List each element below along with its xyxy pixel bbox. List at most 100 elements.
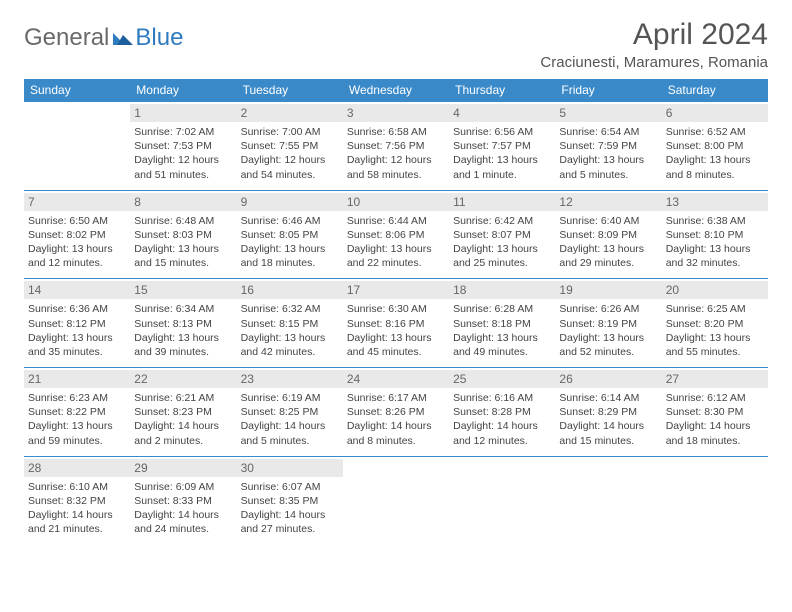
sunrise-text: Sunrise: 6:38 AM (666, 214, 764, 228)
calendar-body: 1Sunrise: 7:02 AMSunset: 7:53 PMDaylight… (24, 102, 768, 545)
daylight-text: Daylight: 13 hours (134, 242, 232, 256)
sunset-text: Sunset: 8:19 PM (559, 317, 657, 331)
daylight-text: and 42 minutes. (241, 345, 339, 359)
daylight-text: Daylight: 13 hours (241, 331, 339, 345)
sunset-text: Sunset: 7:53 PM (134, 139, 232, 153)
daylight-text: and 12 minutes. (453, 434, 551, 448)
day-info: Sunrise: 6:50 AMSunset: 8:02 PMDaylight:… (28, 214, 126, 271)
brand-part1: General (24, 24, 109, 52)
daylight-text: Daylight: 14 hours (134, 508, 232, 522)
daylight-text: Daylight: 13 hours (347, 242, 445, 256)
sunset-text: Sunset: 8:16 PM (347, 317, 445, 331)
day-number: 14 (24, 281, 130, 299)
daylight-text: and 32 minutes. (666, 256, 764, 270)
daylight-text: and 21 minutes. (28, 522, 126, 536)
day-number: 16 (237, 281, 343, 299)
calendar-day-cell: 21Sunrise: 6:23 AMSunset: 8:22 PMDayligh… (24, 368, 130, 457)
day-info: Sunrise: 6:40 AMSunset: 8:09 PMDaylight:… (559, 214, 657, 271)
day-info: Sunrise: 6:46 AMSunset: 8:05 PMDaylight:… (241, 214, 339, 271)
daylight-text: and 22 minutes. (347, 256, 445, 270)
day-number: 21 (24, 370, 130, 388)
day-number: 23 (237, 370, 343, 388)
daylight-text: and 54 minutes. (241, 168, 339, 182)
day-number: 26 (555, 370, 661, 388)
day-info: Sunrise: 6:07 AMSunset: 8:35 PMDaylight:… (241, 480, 339, 537)
daylight-text: Daylight: 13 hours (28, 242, 126, 256)
day-number: 19 (555, 281, 661, 299)
daylight-text: Daylight: 13 hours (134, 331, 232, 345)
calendar-day-cell: 18Sunrise: 6:28 AMSunset: 8:18 PMDayligh… (449, 279, 555, 368)
calendar-day-cell: 27Sunrise: 6:12 AMSunset: 8:30 PMDayligh… (662, 368, 768, 457)
calendar-day-cell (343, 456, 449, 544)
day-number: 8 (130, 193, 236, 211)
sunrise-text: Sunrise: 6:46 AM (241, 214, 339, 228)
sunrise-text: Sunrise: 6:25 AM (666, 302, 764, 316)
sunset-text: Sunset: 8:35 PM (241, 494, 339, 508)
sunset-text: Sunset: 8:05 PM (241, 228, 339, 242)
sunset-text: Sunset: 8:06 PM (347, 228, 445, 242)
sunrise-text: Sunrise: 6:12 AM (666, 391, 764, 405)
sunrise-text: Sunrise: 6:32 AM (241, 302, 339, 316)
daylight-text: Daylight: 13 hours (453, 153, 551, 167)
daylight-text: Daylight: 13 hours (559, 331, 657, 345)
daylight-text: and 55 minutes. (666, 345, 764, 359)
day-number: 11 (449, 193, 555, 211)
calendar-day-cell: 10Sunrise: 6:44 AMSunset: 8:06 PMDayligh… (343, 190, 449, 279)
sunrise-text: Sunrise: 6:09 AM (134, 480, 232, 494)
daylight-text: and 25 minutes. (453, 256, 551, 270)
sunrise-text: Sunrise: 6:23 AM (28, 391, 126, 405)
calendar-day-cell: 28Sunrise: 6:10 AMSunset: 8:32 PMDayligh… (24, 456, 130, 544)
sunrise-text: Sunrise: 6:10 AM (28, 480, 126, 494)
calendar-day-cell: 11Sunrise: 6:42 AMSunset: 8:07 PMDayligh… (449, 190, 555, 279)
sunrise-text: Sunrise: 6:54 AM (559, 125, 657, 139)
calendar-day-cell: 7Sunrise: 6:50 AMSunset: 8:02 PMDaylight… (24, 190, 130, 279)
sunrise-text: Sunrise: 6:14 AM (559, 391, 657, 405)
daylight-text: and 5 minutes. (559, 168, 657, 182)
daylight-text: Daylight: 13 hours (453, 242, 551, 256)
sunset-text: Sunset: 8:23 PM (134, 405, 232, 419)
day-number: 1 (130, 104, 236, 122)
daylight-text: and 59 minutes. (28, 434, 126, 448)
sunset-text: Sunset: 8:12 PM (28, 317, 126, 331)
calendar-day-cell: 25Sunrise: 6:16 AMSunset: 8:28 PMDayligh… (449, 368, 555, 457)
sunset-text: Sunset: 8:15 PM (241, 317, 339, 331)
day-number: 6 (662, 104, 768, 122)
sunrise-text: Sunrise: 7:00 AM (241, 125, 339, 139)
sunrise-text: Sunrise: 6:07 AM (241, 480, 339, 494)
day-number: 28 (24, 459, 130, 477)
sunrise-text: Sunrise: 6:42 AM (453, 214, 551, 228)
logo-triangle-icon (113, 24, 133, 52)
daylight-text: and 12 minutes. (28, 256, 126, 270)
calendar-day-cell: 22Sunrise: 6:21 AMSunset: 8:23 PMDayligh… (130, 368, 236, 457)
calendar-day-cell: 16 Sunrise: 6:32 AMSunset: 8:15 PMDayligh… (237, 279, 343, 368)
daylight-text: Daylight: 13 hours (666, 153, 764, 167)
location-label: Craciunesti, Maramures, Romania (540, 54, 768, 71)
sunrise-text: Sunrise: 6:28 AM (453, 302, 551, 316)
day-number: 4 (449, 104, 555, 122)
sunset-text: Sunset: 8:09 PM (559, 228, 657, 242)
calendar-day-cell: 20Sunrise: 6:25 AMSunset: 8:20 PMDayligh… (662, 279, 768, 368)
sunrise-text: Sunrise: 6:26 AM (559, 302, 657, 316)
calendar-week-row: 14Sunrise: 6:36 AMSunset: 8:12 PMDayligh… (24, 279, 768, 368)
sunset-text: Sunset: 7:55 PM (241, 139, 339, 153)
day-info: Sunrise: 6:32 AMSunset: 8:15 PMDaylight:… (241, 302, 339, 359)
day-info: Sunrise: 6:38 AMSunset: 8:10 PMDaylight:… (666, 214, 764, 271)
day-info: Sunrise: 6:25 AMSunset: 8:20 PMDaylight:… (666, 302, 764, 359)
daylight-text: and 8 minutes. (347, 434, 445, 448)
day-info: Sunrise: 6:56 AMSunset: 7:57 PMDaylight:… (453, 125, 551, 182)
calendar-day-cell: 17Sunrise: 6:30 AMSunset: 8:16 PMDayligh… (343, 279, 449, 368)
month-title: April 2024 (540, 18, 768, 52)
daylight-text: Daylight: 13 hours (559, 153, 657, 167)
day-info: Sunrise: 6:19 AMSunset: 8:25 PMDaylight:… (241, 391, 339, 448)
daylight-text: Daylight: 14 hours (347, 419, 445, 433)
calendar-day-cell: 24Sunrise: 6:17 AMSunset: 8:26 PMDayligh… (343, 368, 449, 457)
daylight-text: Daylight: 13 hours (666, 242, 764, 256)
sunset-text: Sunset: 8:18 PM (453, 317, 551, 331)
day-number: 27 (662, 370, 768, 388)
sunrise-text: Sunrise: 6:52 AM (666, 125, 764, 139)
day-number: 17 (343, 281, 449, 299)
calendar-day-cell: 3Sunrise: 6:58 AMSunset: 7:56 PMDaylight… (343, 102, 449, 191)
sunset-text: Sunset: 8:13 PM (134, 317, 232, 331)
calendar-week-row: 21Sunrise: 6:23 AMSunset: 8:22 PMDayligh… (24, 368, 768, 457)
daylight-text: and 45 minutes. (347, 345, 445, 359)
